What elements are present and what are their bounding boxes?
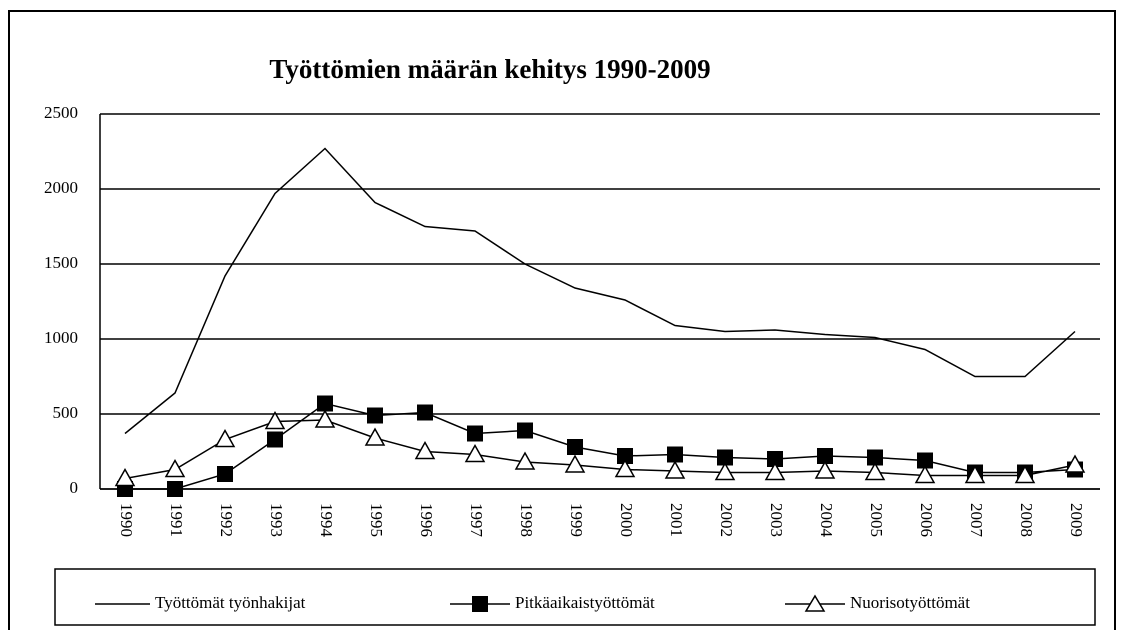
y-tick-label: 500: [53, 403, 79, 422]
x-tick-label: 1993: [267, 503, 286, 537]
data-point: [1064, 454, 1086, 473]
data-point: [717, 449, 733, 466]
data-point: [964, 464, 986, 484]
legend-label: Pitkäaikaistyöttömät: [515, 593, 655, 612]
data-point: [767, 451, 783, 467]
data-point: [517, 422, 533, 439]
series-line: [125, 402, 1076, 490]
data-point: [1014, 464, 1036, 484]
data-point: [917, 452, 933, 469]
data-point: [417, 404, 433, 421]
legend: Työttömät työnhakijat Pitkäaikaistyöttöm…: [54, 568, 1096, 626]
data-point: [214, 428, 236, 448]
x-tick-label: 2007: [967, 503, 986, 538]
y-tick-label: 0: [70, 478, 79, 497]
x-tick-label: 2009: [1067, 503, 1086, 537]
data-point: [764, 461, 786, 481]
data-point: [167, 481, 183, 497]
data-point: [217, 466, 233, 482]
x-tick-label: 1999: [567, 503, 586, 537]
data-point: [817, 448, 833, 464]
data-point: [264, 410, 286, 430]
data-point: [364, 427, 386, 446]
x-tick-label: 2000: [617, 503, 636, 537]
data-point: [114, 467, 136, 487]
data-point: [367, 407, 383, 424]
chart-title: Työttömien määrän kehitys 1990-2009: [269, 54, 710, 84]
y-tick-label: 2500: [44, 103, 78, 122]
data-point: [564, 454, 586, 473]
y-tick-label: 1500: [44, 253, 78, 272]
data-point: [867, 449, 883, 466]
data-point: [617, 448, 633, 464]
data-point: [514, 451, 536, 470]
x-tick-label: 2002: [717, 503, 736, 537]
x-tick-label: 1991: [167, 503, 186, 537]
legend-marker: [472, 596, 488, 612]
data-point: [664, 460, 686, 479]
x-tick-label: 2003: [767, 503, 786, 537]
x-tick-label: 2001: [667, 503, 686, 537]
series-line: [124, 147, 1076, 435]
chart-frame: [8, 10, 1116, 630]
y-tick-label: 2000: [44, 178, 78, 197]
legend-box: [54, 568, 1096, 626]
data-point: [414, 440, 436, 460]
x-tick-label: 1997: [467, 503, 486, 538]
x-tick-label: 1995: [367, 503, 386, 537]
data-point: [814, 460, 836, 479]
legend-marker: [804, 594, 826, 612]
x-tick-label: 1998: [517, 503, 536, 537]
data-point: [267, 431, 283, 448]
x-tick-label: 2005: [867, 503, 886, 537]
x-tick-label: 1992: [217, 503, 236, 537]
legend-label: Nuorisotyöttömät: [850, 593, 970, 612]
data-point: [317, 395, 333, 412]
data-point: [864, 461, 886, 481]
x-tick-label: 1996: [417, 503, 436, 537]
data-point: [914, 464, 936, 484]
x-tick-label: 2008: [1017, 503, 1036, 537]
data-point: [164, 458, 186, 478]
data-point: [667, 446, 683, 463]
data-point: [614, 458, 636, 478]
legend-label: Työttömät työnhakijat: [155, 593, 306, 612]
data-point: [464, 443, 486, 463]
y-tick-label: 1000: [44, 328, 78, 347]
data-point: [314, 409, 336, 428]
x-tick-label: 2006: [917, 503, 936, 537]
x-tick-label: 1994: [317, 503, 336, 538]
x-tick-label: 2004: [817, 503, 836, 538]
data-point: [714, 461, 736, 481]
data-point: [467, 425, 483, 442]
x-tick-label: 1990: [117, 503, 136, 537]
series-line: [124, 419, 1076, 480]
data-point: [567, 439, 583, 455]
